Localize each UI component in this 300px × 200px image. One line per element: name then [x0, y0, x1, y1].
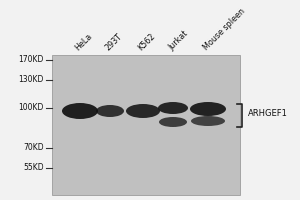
Bar	[52, 55, 240, 195]
Text: 293T: 293T	[103, 31, 124, 52]
Text: Jurkat: Jurkat	[167, 29, 190, 52]
Text: HeLa: HeLa	[74, 31, 94, 52]
Text: Mouse spleen: Mouse spleen	[202, 7, 247, 52]
Ellipse shape	[158, 102, 188, 114]
Ellipse shape	[96, 105, 124, 117]
Text: ARHGEF1: ARHGEF1	[248, 108, 288, 117]
Ellipse shape	[126, 104, 160, 118]
Ellipse shape	[191, 116, 225, 126]
Text: 55KD: 55KD	[23, 164, 44, 172]
Ellipse shape	[62, 103, 98, 119]
Text: 70KD: 70KD	[23, 144, 44, 152]
Ellipse shape	[190, 102, 226, 116]
Ellipse shape	[159, 117, 187, 127]
Text: 100KD: 100KD	[19, 104, 44, 112]
Text: 170KD: 170KD	[19, 55, 44, 64]
Text: K562: K562	[136, 31, 158, 52]
Text: 130KD: 130KD	[19, 75, 44, 84]
